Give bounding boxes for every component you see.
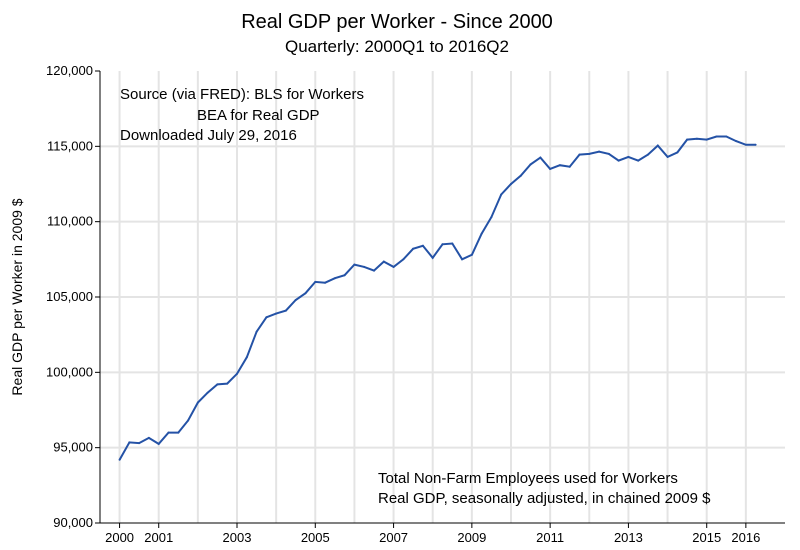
x-tick-label: 2011	[536, 530, 564, 545]
y-tick-label: 120,000	[46, 63, 93, 78]
grid	[100, 71, 785, 523]
data-point	[431, 256, 434, 259]
data-point	[558, 164, 561, 167]
series-line-0	[118, 135, 756, 461]
data-point	[666, 155, 669, 158]
data-point	[441, 243, 444, 246]
chart-subtitle: Quarterly: 2000Q1 to 2016Q2	[285, 37, 509, 56]
data-point	[519, 174, 522, 177]
data-point	[216, 383, 219, 386]
data-point	[206, 391, 209, 394]
data-point	[304, 292, 307, 295]
data-point	[333, 277, 336, 280]
data-point	[627, 155, 630, 158]
y-tick-label: 105,000	[46, 289, 93, 304]
data-point	[510, 183, 512, 185]
data-point	[363, 265, 366, 268]
data-point	[147, 436, 150, 439]
data-point	[470, 253, 473, 256]
data-point	[686, 138, 689, 141]
x-tick-label: 2003	[223, 530, 252, 545]
data-point	[735, 140, 738, 143]
x-tick-label: 2001	[144, 530, 173, 545]
data-point	[549, 167, 552, 170]
series-group	[118, 135, 757, 461]
data-point	[177, 431, 180, 434]
data-point	[490, 216, 493, 219]
x-tick-label: 2000	[105, 530, 134, 545]
data-point	[656, 144, 659, 147]
data-point	[402, 258, 405, 261]
data-point	[236, 372, 238, 375]
data-point	[744, 143, 747, 146]
data-point	[265, 316, 268, 319]
data-point	[539, 156, 542, 159]
data-point	[128, 441, 131, 444]
data-point	[578, 153, 581, 156]
data-point	[617, 159, 620, 162]
data-point	[275, 312, 278, 315]
data-point	[382, 260, 385, 263]
data-point	[187, 419, 190, 422]
source-annotation: Source (via FRED): BLS for Workers BEA f…	[120, 86, 364, 144]
data-point	[647, 153, 649, 156]
x-tick-label: 2015	[692, 530, 721, 545]
x-tick-label: 2009	[457, 530, 486, 545]
data-point	[294, 299, 297, 301]
source-line-2: BEA for Real GDP	[197, 107, 320, 124]
data-point	[754, 143, 757, 146]
data-point	[607, 152, 610, 155]
data-point	[500, 193, 503, 196]
data-point	[676, 151, 679, 154]
y-tick-label: 110,000	[47, 214, 93, 229]
data-point	[461, 258, 464, 261]
data-point	[255, 330, 258, 333]
chart-title: Real GDP per Worker - Since 2000	[241, 11, 553, 33]
x-tick-label: 2005	[301, 530, 330, 545]
data-point	[167, 431, 170, 434]
y-tick-label: 95,000	[53, 440, 93, 455]
source-line-1: Source (via FRED): BLS for Workers	[120, 86, 364, 103]
data-point	[343, 274, 346, 277]
data-point	[480, 232, 483, 235]
y-tick-label: 100,000	[46, 364, 93, 379]
data-point	[353, 263, 356, 266]
y-tick-label: 90,000	[53, 515, 93, 530]
note-line-2: Real GDP, seasonally adjusted, in chaine…	[378, 490, 711, 507]
data-point	[245, 356, 248, 359]
y-tick-label: 115,000	[47, 138, 93, 153]
y-axis-label: Real GDP per Worker in 2009 $	[9, 198, 25, 395]
data-point	[196, 401, 199, 404]
data-point	[568, 165, 571, 168]
data-point	[314, 280, 317, 283]
x-tick-label: 2013	[614, 530, 643, 545]
y-tick-labels: 90,000 95,000 100,000 105,000 110,000 115,000…	[46, 63, 100, 530]
x-tick-label: 2007	[379, 530, 408, 545]
x-tick-labels: 2000 2001 2003 2005 2007 2009 2011 2013 2015 2016	[105, 523, 760, 545]
data-point	[412, 247, 415, 250]
data-point	[373, 269, 375, 272]
data-point	[421, 244, 424, 247]
data-point	[598, 150, 601, 153]
notes-annotation: Total Non-Farm Employees used for Worker…	[378, 470, 711, 507]
data-point	[695, 137, 698, 140]
data-point	[705, 138, 708, 141]
data-point	[118, 458, 121, 461]
data-point	[529, 163, 532, 166]
source-line-3: Downloaded July 29, 2016	[120, 127, 297, 144]
note-line-1: Total Non-Farm Employees used for Worker…	[378, 470, 678, 487]
data-point	[588, 152, 591, 155]
data-point	[157, 442, 160, 445]
data-point	[284, 309, 287, 312]
data-point	[392, 265, 395, 268]
data-point	[324, 281, 327, 284]
data-point	[138, 442, 141, 445]
data-point	[226, 382, 229, 385]
data-point	[451, 242, 454, 245]
x-tick-label: 2016	[731, 530, 760, 545]
data-point	[637, 159, 640, 162]
data-point	[725, 135, 728, 138]
data-point	[715, 135, 718, 138]
